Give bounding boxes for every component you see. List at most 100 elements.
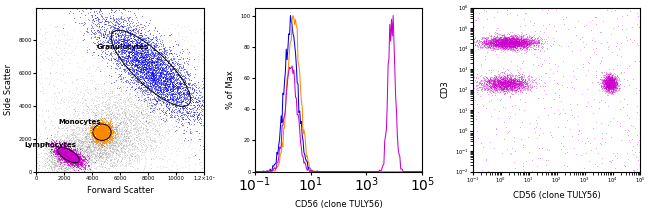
- Point: [67, 152, 77, 155]
- Point: [86, 123, 97, 127]
- Point: [161, 66, 171, 69]
- Point: [606, 85, 617, 89]
- Point: [480, 43, 490, 47]
- Point: [111, 153, 121, 156]
- Point: [112, 142, 122, 146]
- Point: [606, 79, 617, 83]
- Point: [505, 79, 515, 83]
- Point: [68, 139, 79, 142]
- Point: [99, 155, 109, 159]
- Point: [499, 42, 509, 45]
- Point: [601, 81, 612, 84]
- Point: [168, 89, 179, 93]
- Point: [53, 170, 63, 173]
- Point: [605, 80, 616, 83]
- Point: [140, 54, 151, 58]
- Point: [609, 79, 619, 82]
- Point: [142, 88, 152, 91]
- Point: [120, 69, 131, 73]
- Point: [81, 131, 92, 134]
- Point: [131, 50, 141, 53]
- Point: [66, 151, 76, 155]
- Point: [499, 42, 509, 45]
- Point: [90, 129, 101, 132]
- Point: [146, 60, 156, 64]
- Point: [566, 109, 576, 112]
- Point: [66, 151, 77, 155]
- Point: [517, 82, 528, 86]
- Point: [109, 127, 119, 131]
- Point: [105, 117, 115, 121]
- Point: [536, 65, 547, 68]
- Point: [78, 158, 88, 162]
- Point: [97, 20, 107, 23]
- Point: [497, 80, 507, 84]
- Point: [83, 104, 93, 108]
- Point: [161, 52, 172, 55]
- Point: [155, 67, 165, 70]
- Point: [135, 49, 146, 53]
- Point: [604, 83, 615, 86]
- Point: [499, 39, 510, 43]
- Point: [544, 169, 554, 172]
- Point: [56, 141, 66, 144]
- Point: [58, 150, 68, 154]
- Point: [109, 46, 120, 50]
- Point: [543, 158, 554, 162]
- Point: [94, 131, 104, 134]
- Point: [98, 124, 108, 127]
- Point: [91, 117, 101, 121]
- Point: [518, 42, 528, 45]
- Point: [90, 132, 101, 135]
- Point: [577, 36, 587, 39]
- Point: [606, 82, 616, 85]
- Point: [610, 81, 620, 84]
- Point: [72, 144, 83, 148]
- Point: [158, 81, 168, 85]
- Point: [94, 18, 104, 21]
- Point: [133, 95, 144, 99]
- Point: [482, 42, 492, 46]
- Point: [71, 161, 81, 165]
- Point: [59, 152, 70, 155]
- Point: [148, 71, 159, 75]
- Point: [60, 139, 71, 142]
- Point: [512, 45, 523, 48]
- Point: [94, 121, 105, 125]
- Point: [486, 81, 497, 84]
- Point: [500, 43, 511, 47]
- Point: [84, 151, 95, 154]
- Point: [53, 170, 64, 173]
- Point: [518, 40, 528, 44]
- Point: [498, 42, 508, 45]
- Point: [115, 23, 125, 27]
- Point: [603, 76, 614, 79]
- Point: [61, 155, 72, 158]
- Point: [509, 80, 519, 83]
- Point: [168, 76, 178, 80]
- Point: [486, 78, 497, 82]
- Point: [169, 125, 179, 128]
- Point: [48, 148, 58, 152]
- Point: [517, 74, 527, 77]
- Point: [115, 74, 125, 78]
- Point: [121, 134, 131, 138]
- Point: [489, 44, 499, 47]
- Point: [183, 98, 193, 101]
- Point: [97, 128, 107, 131]
- Point: [132, 46, 142, 50]
- Point: [99, 133, 109, 136]
- Point: [73, 145, 84, 148]
- Point: [518, 83, 528, 87]
- Point: [119, 96, 129, 99]
- Point: [602, 83, 612, 86]
- Point: [107, 39, 117, 42]
- Point: [190, 77, 200, 80]
- Point: [94, 130, 104, 133]
- Point: [138, 150, 149, 153]
- Point: [127, 28, 138, 31]
- Point: [605, 73, 616, 76]
- Point: [118, 62, 128, 66]
- Point: [517, 40, 527, 44]
- Point: [152, 87, 162, 91]
